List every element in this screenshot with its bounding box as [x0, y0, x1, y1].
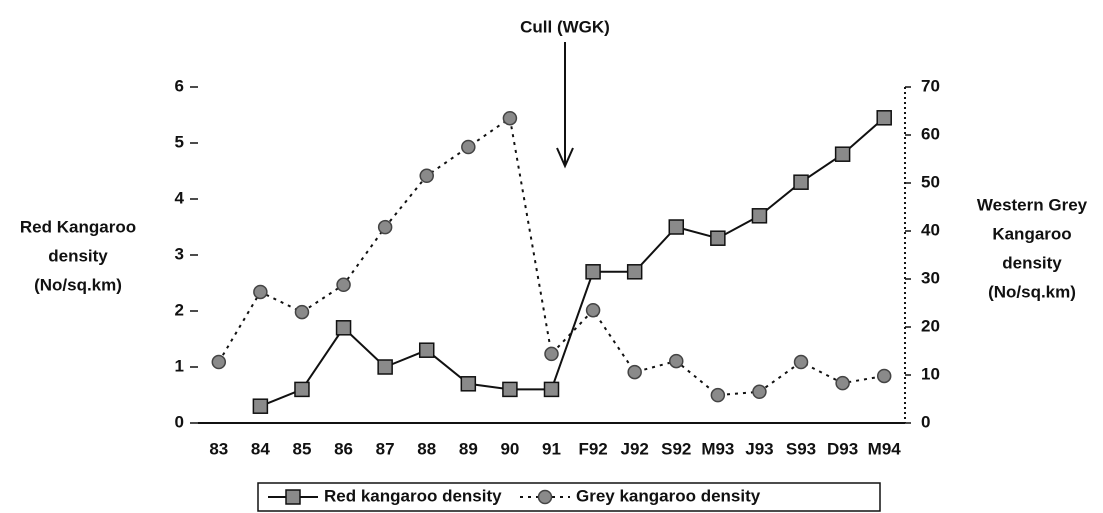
series-marker — [377, 219, 393, 235]
series-marker — [834, 146, 851, 162]
x-tick-label: S93 — [786, 439, 816, 458]
series-marker — [793, 174, 809, 190]
series-marker — [253, 284, 268, 300]
series-marker — [626, 264, 643, 280]
y-tick-label: 0 — [175, 412, 184, 431]
y-tick-label: 5 — [175, 132, 184, 151]
x-tick-label: F92 — [578, 439, 607, 458]
y-tick-label: 3 — [175, 244, 184, 263]
y2-axis-label: density — [1002, 253, 1062, 272]
legend-marker — [537, 489, 553, 505]
series-marker — [377, 359, 393, 375]
x-tick-label: M94 — [868, 439, 902, 458]
legend-label: Grey kangaroo density — [576, 486, 761, 505]
series-line — [260, 117, 885, 408]
x-tick-label: 83 — [209, 439, 228, 458]
y2-tick-label: 70 — [921, 76, 940, 95]
y-tick-label: 6 — [175, 76, 184, 95]
series-marker — [418, 342, 435, 358]
series-marker — [252, 398, 269, 414]
y-tick-label: 4 — [175, 188, 185, 207]
series-marker — [751, 208, 768, 224]
y2-tick-label: 20 — [921, 316, 940, 335]
y-axis-label: density — [48, 246, 108, 265]
series-marker — [419, 168, 434, 184]
series-marker — [585, 302, 601, 318]
x-tick-label: J93 — [745, 439, 773, 458]
series-marker — [710, 387, 726, 403]
series-marker — [335, 320, 352, 336]
y-tick-label: 1 — [175, 356, 184, 375]
series-marker — [294, 304, 310, 320]
series-marker — [835, 375, 850, 391]
y-axis-label: (No/sq.km) — [34, 275, 122, 294]
legend-label: Red kangaroo density — [324, 486, 502, 505]
x-tick-label: 87 — [376, 439, 395, 458]
y2-axis-label: Western Grey — [977, 195, 1088, 214]
y2-tick-label: 30 — [921, 268, 940, 287]
series-marker — [294, 381, 310, 398]
y2-tick-label: 60 — [921, 124, 940, 143]
series-marker — [668, 219, 685, 235]
series-line — [217, 116, 885, 397]
x-tick-label: S92 — [661, 439, 691, 458]
series-marker — [461, 139, 476, 155]
series-marker — [669, 353, 684, 369]
series-marker — [502, 110, 518, 126]
series-marker — [211, 354, 227, 370]
y2-tick-label: 50 — [921, 172, 940, 191]
series-marker — [544, 346, 559, 362]
series-marker — [543, 381, 560, 398]
series-marker — [752, 384, 767, 400]
x-tick-label: M93 — [701, 439, 734, 458]
x-tick-label: 88 — [417, 439, 436, 458]
series-marker — [876, 368, 892, 384]
y2-tick-label: 0 — [921, 412, 930, 431]
series-marker — [502, 381, 518, 398]
legend-marker — [285, 489, 301, 505]
series-marker — [585, 264, 601, 280]
y2-tick-label: 10 — [921, 364, 940, 383]
x-tick-label: 90 — [500, 439, 519, 458]
legend-box — [257, 482, 881, 512]
x-tick-label: 86 — [334, 439, 353, 458]
series-marker — [793, 354, 809, 370]
x-tick-label: J92 — [620, 439, 648, 458]
x-tick-label: 91 — [542, 439, 561, 458]
y-axis-label: Red Kangaroo — [20, 217, 136, 236]
x-tick-label: 89 — [459, 439, 478, 458]
y2-tick-label: 40 — [921, 220, 940, 239]
x-tick-label: D93 — [827, 439, 858, 458]
y-tick-label: 2 — [175, 300, 184, 319]
series-marker — [460, 376, 477, 392]
y2-axis-label: Kangaroo — [992, 224, 1071, 243]
series-marker — [876, 110, 892, 126]
x-tick-label: 85 — [293, 439, 312, 458]
series-marker — [627, 364, 642, 380]
x-tick-label: 84 — [251, 439, 270, 458]
series-marker — [710, 230, 726, 246]
annotation: Cull (WGK) — [520, 17, 610, 36]
series-marker — [336, 277, 351, 293]
annotation-arrowhead — [556, 147, 574, 169]
y2-axis-label: (No/sq.km) — [988, 282, 1076, 301]
